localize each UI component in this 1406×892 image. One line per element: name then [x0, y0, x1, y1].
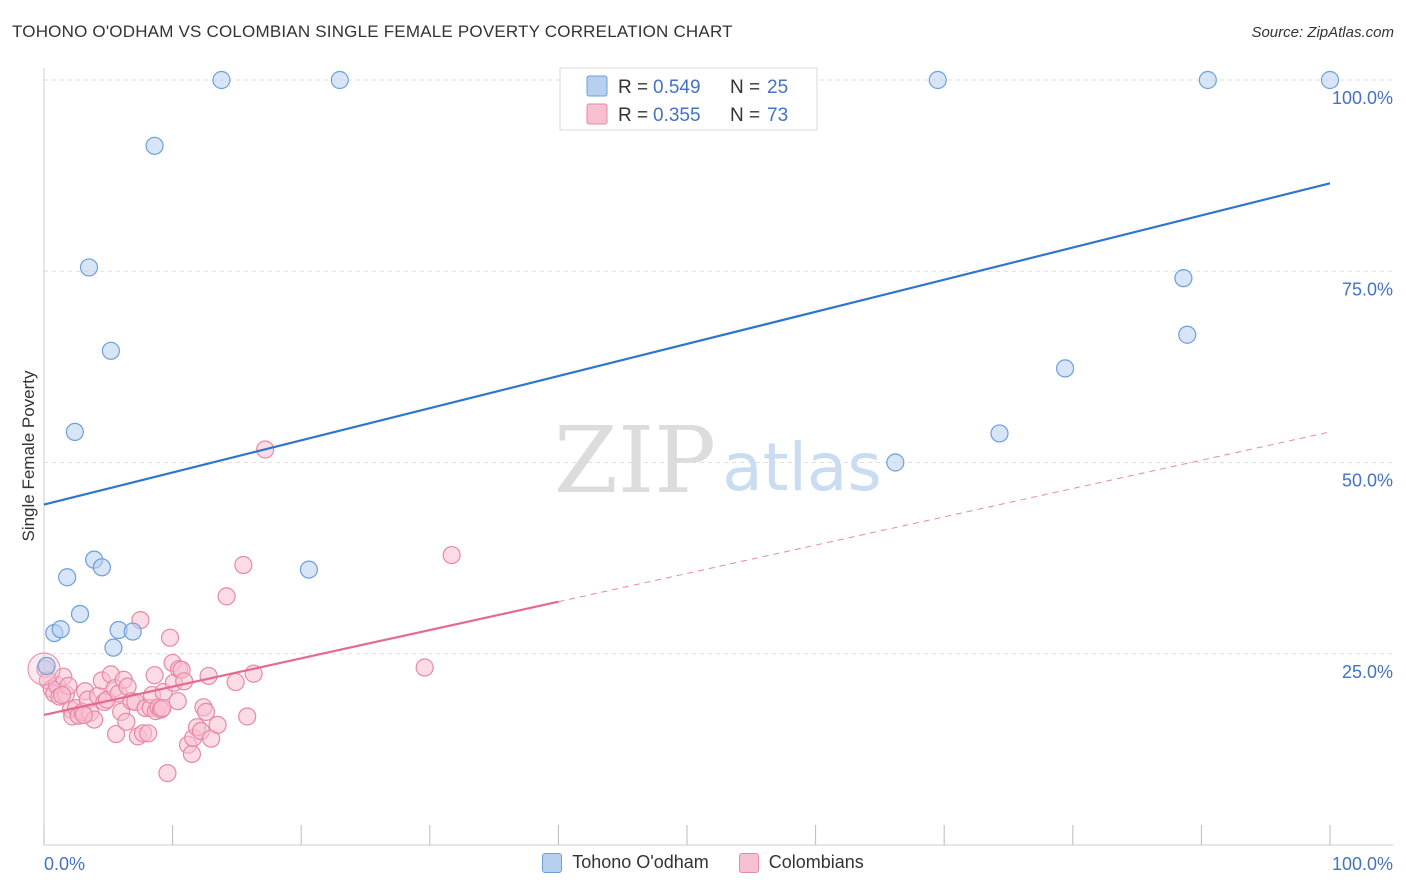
legend-n-label-pink: N = — [730, 105, 760, 126]
colombians-point-72 — [153, 698, 172, 718]
legend-n-value-pink: 73 — [767, 105, 788, 126]
tohono-point-18 — [928, 70, 947, 90]
legend-r-label-blue: R = — [618, 77, 648, 98]
colombians-point-61 — [208, 715, 227, 734]
colombians-point-45 — [160, 628, 180, 647]
colombians-point-70 — [52, 685, 72, 705]
tohono-point-15 — [299, 560, 319, 579]
trend-lines — [43, 182, 1331, 717]
colombians-point-44 — [158, 763, 177, 783]
series-legend-label-tohono: Tohono O'odham — [572, 852, 709, 872]
colombians-point-68 — [415, 658, 434, 677]
colombians-point-59 — [199, 666, 218, 686]
y-tick-label-75: 75.0% — [1342, 279, 1393, 299]
tohono-point-24 — [1320, 70, 1340, 90]
y-tick-label-50: 50.0% — [1342, 471, 1393, 491]
tohono-point-12 — [123, 622, 142, 641]
source-credit: Source: ZipAtlas.com — [1251, 24, 1394, 41]
tohono-point-3 — [58, 568, 77, 587]
legend-r-label-pink: R = — [618, 105, 648, 126]
tohono-trend-line — [43, 182, 1331, 506]
tohono-points — [37, 70, 1340, 676]
legend-n-value-blue: 25 — [767, 77, 788, 98]
legend-n-label-blue: N = — [730, 77, 760, 98]
watermark: ZIP atlas — [554, 407, 882, 514]
watermark-atlas: atlas — [722, 429, 882, 506]
colombians-point-69 — [442, 545, 461, 565]
y-tick-label-25: 25.0% — [1342, 662, 1393, 682]
colombians-point-51 — [175, 672, 194, 691]
tohono-point-5 — [70, 604, 90, 624]
series-swatch-pink — [738, 852, 759, 873]
colombians-point-62 — [217, 587, 236, 606]
y-tick-labels: 25.0% 50.0% 75.0% 100.0% — [1332, 88, 1393, 682]
watermark-zip: ZIP — [554, 407, 716, 514]
colombians-point-63 — [226, 672, 245, 692]
axes — [43, 68, 1393, 846]
legend-swatch-pink — [586, 103, 608, 125]
colombians-point-58 — [196, 702, 216, 721]
legend-r-value-pink: 0.355 — [653, 105, 701, 126]
chart-title: TOHONO O'ODHAM VS COLOMBIAN SINGLE FEMAL… — [12, 22, 733, 41]
x-tick-label-min: 0.0% — [44, 854, 85, 874]
stats-legend: R = 0.549 N = 25 R = 0.355 N = 73 — [559, 67, 818, 131]
tohono-point-10 — [104, 638, 123, 657]
tohono-point-2 — [51, 620, 70, 639]
colombians-point-36 — [139, 724, 158, 743]
tohono-point-0 — [37, 656, 56, 676]
colombians-point-39 — [145, 666, 164, 685]
colombians-trend-line — [43, 600, 559, 717]
tohono-point-17 — [886, 453, 905, 472]
legend-swatch-blue — [586, 75, 608, 97]
tohono-point-19 — [990, 424, 1009, 443]
colombians-point-48 — [168, 692, 187, 711]
tohono-point-20 — [1055, 359, 1075, 378]
series-legend-item-colombians: Colombians — [738, 852, 864, 873]
colombians-point-24 — [106, 724, 126, 744]
tohono-point-23 — [1198, 70, 1217, 90]
tohono-point-22 — [1178, 325, 1197, 344]
series-swatch-blue — [542, 852, 563, 873]
tohono-point-13 — [145, 136, 164, 155]
tohono-point-16 — [330, 70, 349, 90]
x-tick-label-max: 100.0% — [1332, 854, 1393, 874]
tohono-point-6 — [79, 258, 99, 277]
tohono-point-21 — [1174, 269, 1193, 288]
series-legend-label-colombians: Colombians — [768, 852, 864, 872]
series-legend-item-tohono: Tohono O'odham — [542, 852, 709, 873]
tohono-point-8 — [92, 558, 111, 577]
series-legend: Tohono O'odham Colombians — [0, 852, 1406, 873]
colombians-point-53 — [182, 744, 201, 764]
y-axis-title: Single Female Poverty — [19, 370, 38, 542]
tohono-point-4 — [65, 422, 84, 441]
y-tick-label-100: 100.0% — [1332, 88, 1393, 108]
legend-r-value-blue: 0.549 — [653, 77, 701, 98]
colombians-point-28 — [117, 712, 136, 731]
colombians-point-64 — [234, 555, 253, 575]
colombians-point-65 — [238, 707, 257, 726]
colombians-point-71 — [74, 705, 93, 725]
tohono-point-9 — [101, 341, 120, 360]
tohono-point-14 — [212, 70, 231, 90]
